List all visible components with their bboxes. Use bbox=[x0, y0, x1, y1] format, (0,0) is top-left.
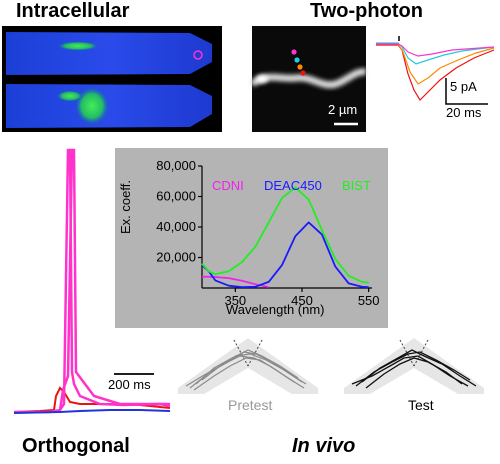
uncaging-dot-magenta bbox=[291, 49, 297, 55]
cell-image-after bbox=[6, 84, 212, 128]
spike-trace-blue bbox=[13, 409, 171, 414]
legend-deac450: DEAC450 bbox=[264, 178, 322, 193]
legend-bist: BIST bbox=[342, 178, 371, 193]
pretest-label: Pretest bbox=[228, 397, 273, 413]
micrograph-scale-label: 2 µm bbox=[328, 102, 358, 117]
dendrite-shape bbox=[249, 68, 367, 89]
cell-green-region-after bbox=[74, 86, 110, 126]
y-axis-label: Ex. coeff. bbox=[118, 180, 133, 234]
x-axis-label: Wavelength (nm) bbox=[226, 302, 325, 317]
uncaging-spot-marker bbox=[193, 50, 203, 60]
test-arena bbox=[344, 338, 484, 394]
test-boundary-right bbox=[413, 339, 429, 367]
test-paths bbox=[351, 349, 477, 389]
cell-image-before bbox=[6, 32, 212, 75]
heading-in-vivo: In vivo bbox=[292, 435, 356, 457]
test-label: Test bbox=[408, 397, 434, 413]
pretest-arena bbox=[178, 338, 318, 394]
pretest-boundary-right bbox=[247, 339, 263, 367]
test-boundary-left bbox=[399, 339, 415, 367]
trace-magenta bbox=[376, 43, 495, 57]
heading-intracellular: Intracellular bbox=[16, 0, 130, 22]
cell-green-region-after-2 bbox=[56, 90, 84, 102]
trace-orange bbox=[376, 43, 495, 85]
legend-cdni: CDNI bbox=[212, 178, 244, 193]
cell-green-region-before bbox=[56, 41, 100, 51]
pretest-paths bbox=[185, 349, 307, 391]
intracellular-background bbox=[2, 26, 222, 132]
heading-two-photon: Two-photon bbox=[310, 0, 423, 22]
uncaging-dot-cyan bbox=[294, 57, 300, 63]
spectra-chart-panel bbox=[115, 148, 388, 328]
pretest-boundary-left bbox=[233, 339, 249, 367]
uncaging-dot-red bbox=[300, 70, 306, 76]
spine-head bbox=[256, 75, 268, 83]
heading-orthogonal: Orthogonal bbox=[22, 435, 130, 457]
spike-scale-label: 200 ms bbox=[108, 377, 151, 392]
trace-scale-time: 20 ms bbox=[446, 105, 482, 120]
uncaging-dot-orange bbox=[297, 64, 303, 70]
trace-cyan bbox=[376, 42, 495, 65]
trace-scale-current: 5 pA bbox=[450, 79, 477, 94]
